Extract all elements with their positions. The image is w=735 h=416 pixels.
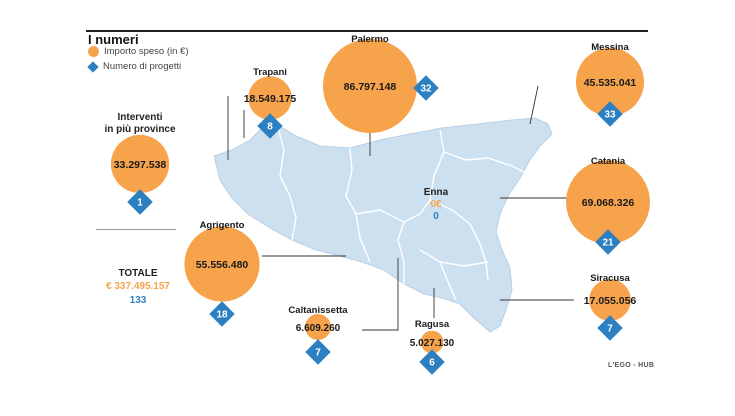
total-label: TOTALE [118, 268, 158, 279]
caltanissetta-name: Caltanissetta [288, 305, 348, 316]
catania-projects-label: 21 [602, 238, 614, 249]
agrigento-projects-label: 18 [216, 310, 228, 321]
page-title: I numeri [88, 32, 139, 47]
caltanissetta-projects-label: 7 [315, 348, 321, 359]
amount-circle-icon [88, 46, 99, 57]
ragusa-amount-label: 5.027.130 [410, 338, 455, 349]
catania-amount-label: 69.068.326 [582, 197, 635, 209]
siracusa-projects-label: 7 [607, 324, 613, 335]
palermo-projects-label: 32 [420, 84, 432, 95]
agrigento-name: Agrigento [200, 220, 245, 231]
trapani-projects-label: 8 [267, 122, 273, 133]
palermo-amount-label: 86.797.148 [344, 81, 397, 93]
ragusa-amount-bubble [420, 330, 444, 354]
legend-amount: Importo speso (in €) [88, 46, 188, 57]
siracusa-amount-label: 17.055.056 [584, 295, 637, 307]
messina-name: Messina [591, 42, 629, 53]
multi-province-label-line2: in più province [104, 124, 176, 135]
legend-projects: Numero di progetti [87, 60, 182, 73]
catania-projects-diamond [595, 229, 621, 255]
province-bubbles: 32 86.797.148 Palermo 33 45.535.041 Messina 8 1… [110, 34, 650, 375]
siracusa-name: Siracusa [590, 273, 630, 284]
siracusa-amount-bubble [589, 279, 631, 321]
caltanissetta-amount-label: 6.609.260 [296, 323, 341, 334]
messina-amount-bubble [575, 47, 645, 117]
catania-name: Catania [591, 156, 626, 167]
palermo-name: Palermo [351, 34, 389, 45]
agrigento-amount-bubble [184, 226, 260, 302]
trapani-amount-label: 18.549.175 [244, 93, 297, 105]
ragusa-projects-diamond [419, 349, 445, 375]
province-borders [277, 127, 525, 301]
total-projects: 133 [129, 295, 147, 306]
total-amount: € 337.495.157 [106, 281, 170, 292]
legend-amount-label: Importo speso (in €) [104, 46, 189, 57]
multi-province-amount-label: 33.297.538 [114, 159, 167, 171]
messina-projects-diamond [597, 101, 623, 127]
caltanissetta-amount-bubble [305, 314, 331, 340]
title-rule [86, 30, 648, 32]
multi-province-label-line1: Interventi [117, 112, 163, 123]
palermo-amount-bubble [323, 39, 417, 133]
multi-province-label: Interventi in più province [90, 112, 190, 136]
multi-province-projects-label: 1 [137, 198, 143, 209]
leader-caltanissetta [362, 258, 399, 331]
messina-amount-label: 45.535.041 [584, 77, 637, 89]
ragusa-projects-label: 6 [429, 358, 435, 369]
legend-projects-label: Numero di progetti [103, 61, 182, 72]
divider [96, 229, 176, 230]
ragusa-name: Ragusa [415, 319, 450, 330]
palermo-projects-diamond [413, 75, 439, 101]
messina-projects-label: 33 [604, 110, 616, 121]
trapani-name: Trapani [253, 67, 287, 78]
agrigento-projects-diamond [209, 301, 235, 327]
enna-name: Enna [423, 187, 449, 198]
trapani-projects-diamond [257, 113, 283, 139]
trapani-amount-bubble [248, 76, 292, 120]
multi-province-amount-bubble [110, 134, 170, 194]
enna-projects: 0 [433, 211, 439, 222]
credit: L'EGO - HUB [608, 362, 655, 369]
leader-messina [529, 85, 539, 125]
leader-lines [227, 85, 574, 331]
siracusa-projects-diamond [597, 315, 623, 341]
caltanissetta-projects-diamond [305, 339, 331, 365]
enna-amount: 0€ [430, 199, 442, 210]
agrigento-amount-label: 55.556.480 [196, 259, 249, 271]
catania-amount-bubble [566, 160, 650, 244]
